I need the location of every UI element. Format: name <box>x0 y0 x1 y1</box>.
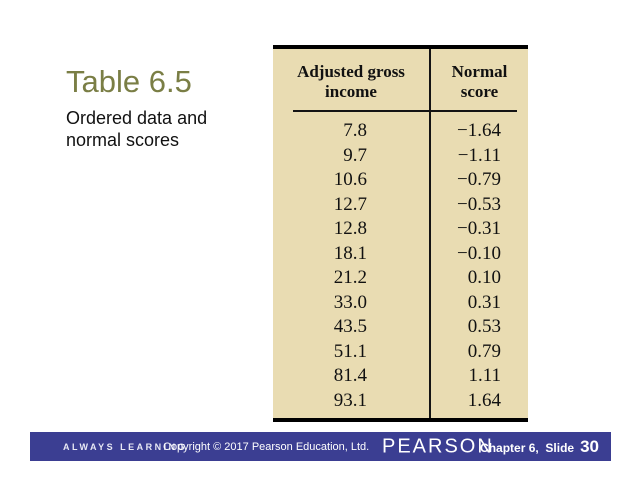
table-cell-income: 21.2 <box>333 267 367 288</box>
table-cell-income: 12.7 <box>333 193 367 215</box>
table-cell-income: 7.8 <box>343 120 367 141</box>
table-cell-score: 0.79 <box>467 340 501 362</box>
table-cell-income: 18.1 <box>333 242 367 264</box>
table-cell-income: 12.8 <box>333 218 367 239</box>
table-cell-income: 9.7 <box>343 144 367 166</box>
table-cell-score: −0.79 <box>457 169 501 190</box>
column-header-income: Adjusted gross income <box>297 61 405 101</box>
header-underline-left <box>293 110 429 112</box>
table-cell-income: 33.0 <box>333 291 367 313</box>
table-cell-score: −0.53 <box>457 193 501 215</box>
table-cell-score: −1.64 <box>457 120 501 141</box>
score-cells: −1.64 −1.11 −0.79 −0.53 −0.31 −0.10 0.10… <box>431 112 528 413</box>
table-cell-score: 0.10 <box>467 267 501 288</box>
chapter-slide-group: Chapter 6, Slide 30 <box>480 437 599 457</box>
column-header-score: Normal score <box>451 61 508 101</box>
pearson-logo: PEARSON <box>382 435 494 457</box>
slide-subtitle: Ordered data and normal scores <box>66 107 208 150</box>
chapter-slide-label: Chapter 6, Slide <box>480 440 575 455</box>
table-cell-income: 93.1 <box>333 389 367 411</box>
footer-bar: ALWAYS LEARNING Copyright © 2017 Pearson… <box>30 432 611 461</box>
column-normal-score: Normal score −1.64 −1.11 −0.79 −0.53 −0.… <box>429 49 528 418</box>
table-cell-score: −0.31 <box>457 218 501 239</box>
table-cell-income: 51.1 <box>333 340 367 362</box>
copyright-text: Copyright © 2017 Pearson Education, Ltd. <box>163 440 370 453</box>
table-cell-score: 1.64 <box>467 389 501 411</box>
table-cell-income: 43.5 <box>333 316 367 337</box>
table-cell-score: 0.53 <box>467 316 501 337</box>
table-cell-score: 1.11 <box>468 365 501 386</box>
header-underline-right <box>431 110 517 112</box>
slide-number: 30 <box>580 436 599 456</box>
table-cell-score: 0.31 <box>467 291 501 313</box>
table-cell-score: −1.11 <box>457 144 501 166</box>
slide-title: Table 6.5 <box>66 64 192 99</box>
table-cell-score: −0.10 <box>457 242 501 264</box>
table-cell-income: 10.6 <box>333 169 367 190</box>
always-learning-label: ALWAYS LEARNING <box>63 441 188 452</box>
table-cell-income: 81.4 <box>333 365 367 386</box>
title-block: Table 6.5 Ordered data and normal scores <box>66 64 207 151</box>
income-cells: 7.8 9.7 10.6 12.7 12.8 18.1 21.2 33.0 43… <box>273 112 429 413</box>
data-table: Adjusted gross income 7.8 9.7 10.6 12.7 … <box>273 45 528 422</box>
column-adjusted-gross-income: Adjusted gross income 7.8 9.7 10.6 12.7 … <box>273 49 429 418</box>
